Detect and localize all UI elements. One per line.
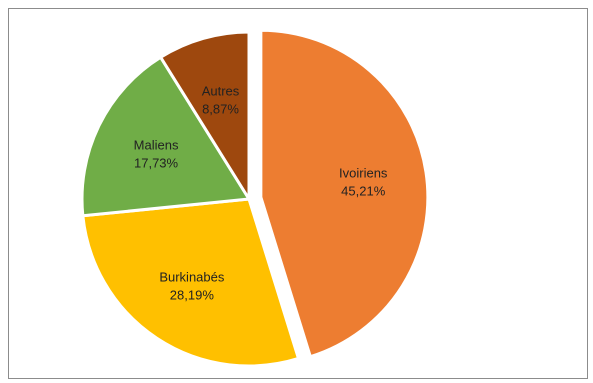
slice-label-value-burkinabes: 28,19% [170, 287, 215, 302]
chart-frame: Ivoiriens 45,21% Burkinabés 28,19% Maliens 17… [8, 8, 588, 379]
pie-slice-burkinabes [81, 197, 301, 368]
slice-label-value-autres: 8,87% [202, 101, 239, 116]
slice-label-name-maliens: Maliens [134, 137, 179, 152]
slice-label-value-ivoiriens: 45,21% [341, 184, 386, 199]
pie-slice-maliens [80, 55, 252, 218]
pie-chart: Ivoiriens 45,21% Burkinabés 28,19% Maliens 17… [80, 28, 430, 368]
pie-slice-ivoiriens [259, 28, 430, 359]
slice-label-name-ivoiriens: Ivoiriens [339, 166, 388, 181]
slice-label-name-burkinabes: Burkinabés [159, 269, 225, 284]
pie-slice-autres [158, 30, 251, 205]
slice-label-value-maliens: 17,73% [134, 155, 179, 170]
slice-label-name-autres: Autres [202, 83, 240, 98]
